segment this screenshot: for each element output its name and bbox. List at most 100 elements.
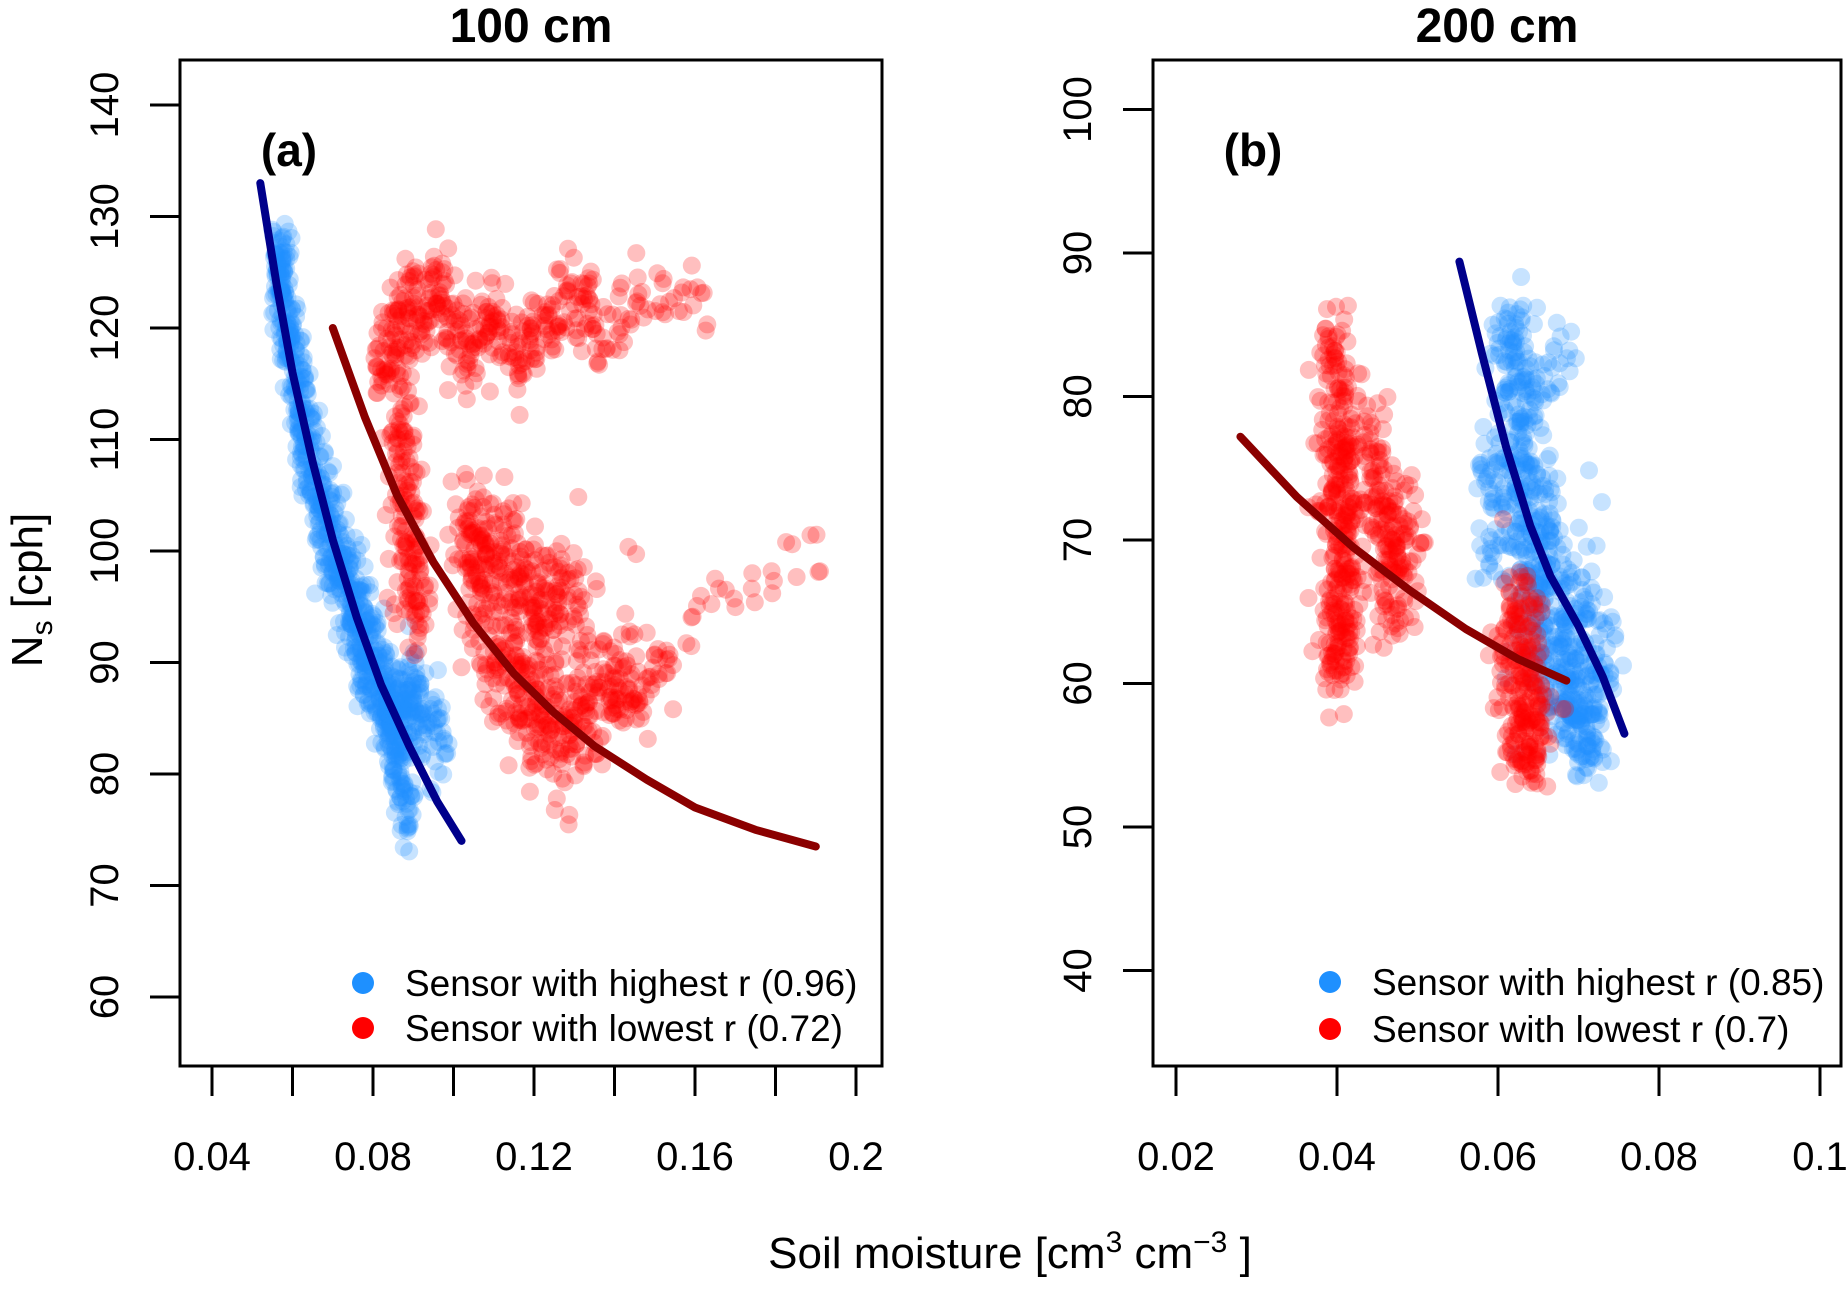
scatter-point — [375, 362, 394, 381]
scatter-point — [402, 706, 421, 725]
scatter-point — [1532, 591, 1551, 610]
scatter-point — [389, 376, 408, 395]
scatter-point — [547, 542, 566, 561]
scatter-point — [646, 302, 665, 321]
scatter-point — [1579, 737, 1598, 756]
scatter-point — [1520, 737, 1539, 756]
scatter-point — [1372, 520, 1391, 539]
scatter-point — [651, 295, 670, 314]
scatter-point — [1541, 383, 1560, 402]
scatter-point — [548, 260, 566, 279]
scatter-point — [579, 302, 598, 321]
scatter-point — [360, 576, 379, 594]
scatter-point — [1597, 620, 1616, 639]
scatter-point — [1514, 449, 1533, 468]
scatter-point — [568, 668, 587, 687]
scatter-point — [1549, 697, 1568, 716]
scatter-point — [624, 689, 643, 708]
scatter-point — [1547, 725, 1566, 744]
scatter-point — [381, 278, 400, 297]
scatter-point — [1411, 534, 1430, 553]
scatter-point — [526, 720, 545, 739]
scatter-point — [568, 640, 587, 659]
scatter-point — [577, 703, 596, 721]
scatter-point — [460, 525, 479, 543]
scatter-point — [274, 378, 293, 397]
scatter-point — [1517, 455, 1536, 474]
scatter-point — [1522, 455, 1541, 474]
scatter-point — [1568, 734, 1586, 752]
scatter-point — [565, 609, 584, 628]
scatter-point — [601, 642, 620, 661]
scatter-point — [560, 735, 579, 754]
scatter-point — [518, 307, 537, 326]
scatter-point — [1329, 378, 1348, 397]
scatter-point — [1526, 707, 1545, 726]
scatter-point — [561, 301, 579, 320]
scatter-point — [1334, 638, 1353, 657]
scatter-point — [618, 656, 637, 675]
scatter-point — [1330, 499, 1349, 518]
scatter-point — [391, 771, 410, 790]
scatter-point — [504, 494, 523, 513]
scatter-point — [608, 678, 627, 697]
scatter-point — [530, 622, 548, 641]
scatter-point — [297, 380, 316, 399]
scatter-point — [409, 305, 428, 324]
scatter-point — [400, 553, 419, 572]
scatter-point — [465, 338, 484, 357]
y-tick-label: 60 — [83, 975, 127, 1020]
scatter-point — [424, 704, 443, 723]
scatter-point — [1527, 369, 1546, 388]
scatter-point — [552, 650, 571, 669]
scatter-point — [510, 589, 529, 608]
scatter-point — [587, 324, 606, 343]
scatter-point — [534, 561, 552, 580]
scatter-point — [572, 342, 591, 361]
scatter-point — [1528, 691, 1547, 710]
scatter-point — [787, 568, 806, 586]
scatter-point — [1577, 610, 1596, 629]
scatter-point — [1503, 726, 1521, 745]
scatter-point — [424, 737, 442, 756]
scatter-point — [398, 658, 417, 676]
scatter-point — [419, 301, 438, 320]
scatter-point — [1327, 461, 1346, 480]
scatter-point — [397, 789, 415, 808]
scatter-point — [384, 342, 403, 361]
scatter-point — [499, 344, 518, 363]
scatter-point — [1526, 734, 1545, 753]
scatter-point — [654, 269, 673, 288]
scatter-point — [386, 348, 405, 367]
scatter-point — [534, 640, 553, 659]
scatter-point — [275, 214, 294, 233]
scatter-point — [1330, 461, 1349, 480]
y-tick-label: 50 — [1056, 805, 1100, 850]
scatter-point — [536, 618, 555, 637]
scatter-point — [1506, 626, 1524, 645]
scatter-point — [515, 559, 534, 577]
scatter-point — [483, 669, 502, 688]
scatter-point — [1517, 546, 1536, 565]
scatter-point — [542, 720, 561, 739]
scatter-point — [320, 574, 339, 593]
scatter-point — [510, 350, 529, 369]
scatter-point — [407, 555, 426, 574]
scatter-point — [473, 579, 492, 598]
scatter-point — [386, 318, 405, 337]
scatter-point — [383, 766, 402, 785]
scatter-point — [399, 680, 418, 699]
scatter-point — [593, 755, 612, 774]
scatter-point — [1520, 400, 1539, 419]
scatter-point — [508, 567, 527, 586]
scatter-point — [543, 322, 561, 341]
scatter-point — [1564, 551, 1583, 570]
scatter-point — [1529, 609, 1548, 628]
scatter-point — [279, 222, 298, 241]
scatter-point — [372, 367, 391, 386]
scatter-point — [1526, 749, 1545, 768]
scatter-point — [477, 327, 496, 346]
scatter-point — [1562, 649, 1581, 667]
scatter-point — [527, 637, 546, 656]
scatter-point — [277, 243, 296, 262]
